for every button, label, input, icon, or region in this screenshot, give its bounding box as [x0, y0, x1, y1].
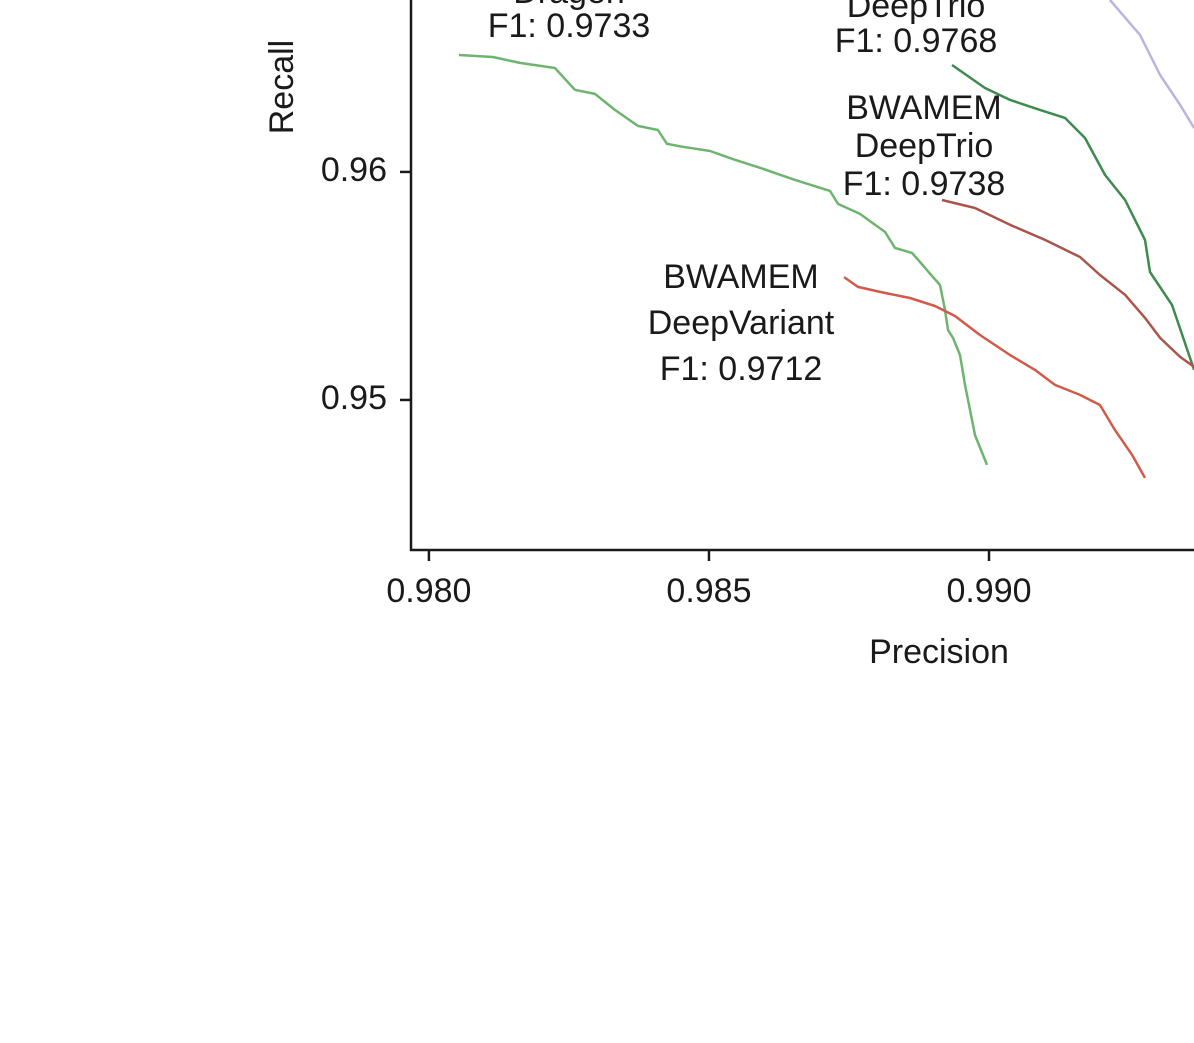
annotation: F1: 0.9738 — [843, 165, 1006, 203]
y-axis-label: Recall — [263, 40, 301, 134]
series-line — [458, 53, 989, 466]
annotation: F1: 0.9768 — [835, 22, 998, 60]
annotation: F1: 0.9712 — [660, 350, 823, 388]
plot-area — [458, 0, 1194, 479]
series-line — [941, 198, 1194, 368]
x-tick-label: 0.990 — [946, 572, 1031, 610]
series-line — [951, 63, 1194, 371]
annotation: BWAMEM — [846, 89, 1002, 127]
annotation: Dragen — [513, 0, 625, 11]
y-tick-label: 0.96 — [321, 151, 387, 189]
series-line — [843, 276, 1147, 479]
annotation: DeepTrio — [847, 0, 986, 25]
annotation: DeepTrio — [855, 127, 994, 165]
annotation: F1: 0.9733 — [488, 7, 651, 45]
x-tick-label: 0.985 — [666, 572, 751, 610]
annotation: BWAMEM — [663, 258, 819, 296]
series-line — [1109, 0, 1194, 129]
y-tick-label: 0.95 — [321, 379, 387, 417]
annotation: DeepVariant — [648, 304, 835, 342]
x-axis-label: Precision — [869, 633, 1009, 671]
x-tick-label: 0.980 — [386, 572, 471, 610]
